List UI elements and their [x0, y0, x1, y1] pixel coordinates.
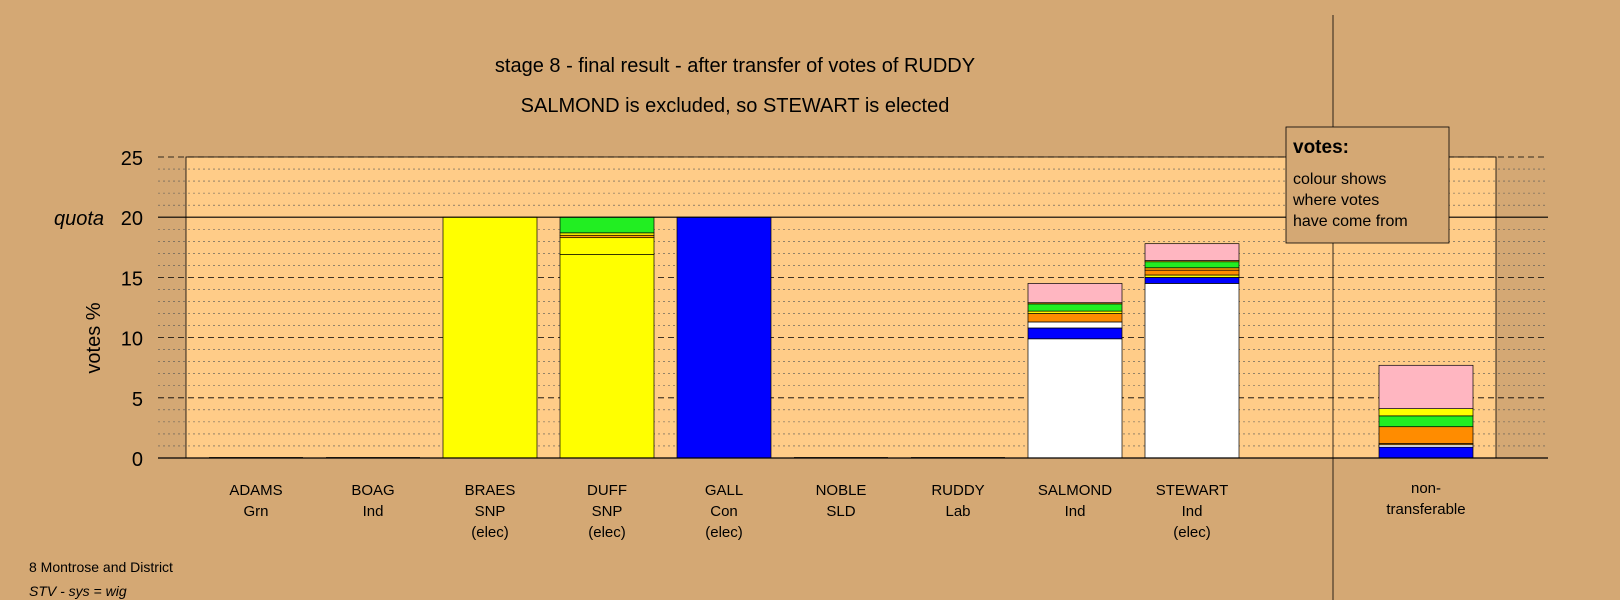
y-axis-label: votes %	[83, 302, 105, 373]
candidate-label-salmond-1: Ind	[1065, 503, 1086, 520]
bar-segment-stewart-3	[1144, 269, 1240, 276]
bar-segment-salmond-2	[1027, 321, 1123, 329]
footer-system: STV - sys = wig	[29, 583, 127, 599]
candidate-label-braes-0: BRAES	[465, 482, 516, 499]
y-tick-label-10: 10	[121, 329, 143, 351]
plot-area-left-margin	[158, 157, 186, 458]
bar-segment-nontransferable-1	[1378, 444, 1474, 448]
bar-segment-duff-1	[559, 237, 655, 255]
candidate-label-braes-1: SNP	[475, 503, 506, 520]
bar-segment-stewart-1	[1144, 277, 1240, 284]
candidate-label-adams-1: Grn	[243, 503, 268, 520]
legend-box	[1285, 126, 1450, 244]
legend-line-3: have come from	[1293, 213, 1408, 230]
bar-segment-salmond-3	[1027, 313, 1123, 323]
nontransferable-label-0: non-	[1411, 480, 1441, 497]
candidate-label-salmond-0: SALMOND	[1038, 482, 1112, 499]
plot-area-right-margin	[1496, 157, 1548, 458]
candidate-label-stewart-1: Ind	[1182, 503, 1203, 520]
candidate-label-ruddy-0: RUDDY	[931, 482, 984, 499]
bar-segment-nontransferable-3	[1378, 426, 1474, 444]
candidate-label-ruddy-1: Lab	[945, 503, 970, 520]
candidate-label-gall-2: (elec)	[705, 524, 743, 541]
bars	[209, 216, 1474, 459]
bar-segment-stewart-7	[1144, 243, 1240, 261]
candidate-label-adams-0: ADAMS	[229, 482, 282, 499]
bar-segment-stewart-2	[1144, 274, 1240, 278]
bar-segment-stewart-5	[1144, 261, 1240, 269]
bar-segment-salmond-4	[1027, 310, 1123, 314]
candidate-label-duff-0: DUFF	[587, 482, 627, 499]
candidate-label-duff-2: (elec)	[588, 524, 626, 541]
bar-segment-stewart-0	[1144, 283, 1240, 459]
legend-line-1: colour shows	[1293, 171, 1386, 188]
candidate-label-boag-1: Ind	[363, 503, 384, 520]
grid-lines	[158, 156, 1548, 447]
legend: votes: colour shows where votes have com…	[1285, 126, 1450, 244]
bar-segment-nontransferable-0	[1378, 446, 1474, 459]
bar-segment-nontransferable-5	[1378, 408, 1474, 417]
candidate-label-stewart-2: (elec)	[1173, 524, 1211, 541]
legend-line-2: where votes	[1292, 192, 1379, 209]
bar-segment-nontransferable-6	[1378, 364, 1474, 409]
footer-area-name: 8 Montrose and District	[29, 559, 173, 575]
bar-segment-duff-4	[559, 216, 655, 234]
bar-segment-duff-3	[559, 232, 655, 236]
y-tick-label-25: 25	[121, 148, 143, 170]
candidate-label-gall-1: Con	[710, 503, 738, 520]
candidate-label-duff-1: SNP	[592, 503, 623, 520]
bar-segment-gall-0	[676, 216, 772, 459]
y-tick-label-15: 15	[121, 268, 143, 290]
candidate-label-gall-0: GALL	[705, 482, 743, 499]
y-tick-label-20: 20	[121, 208, 143, 230]
y-tick-label-0: 0	[132, 449, 143, 471]
bar-segment-stewart-4	[1144, 267, 1240, 271]
candidate-label-noble-0: NOBLE	[816, 482, 867, 499]
candidate-labels: ADAMS Grn BOAG Ind BRAES SNP (elec) DUFF SNP (ele…	[229, 480, 1465, 541]
legend-title: votes:	[1293, 137, 1349, 158]
bar-segment-duff-2	[559, 234, 655, 239]
chart-subtitle: SALMOND is excluded, so STEWART is elect…	[521, 95, 950, 117]
quota-label: quota	[54, 208, 104, 230]
y-tick-label-5: 5	[132, 389, 143, 411]
candidate-label-boag-0: BOAG	[351, 482, 394, 499]
chart-title: stage 8 - final result - after transfer …	[495, 55, 975, 77]
bar-segment-salmond-1	[1027, 327, 1123, 340]
bar-segment-salmond-0	[1027, 338, 1123, 459]
bar-segment-nontransferable-4	[1378, 415, 1474, 428]
bar-segment-salmond-5	[1027, 303, 1123, 312]
bar-segment-duff-0	[559, 254, 655, 459]
bar-segment-braes-0	[442, 216, 538, 459]
candidate-label-noble-1: SLD	[826, 503, 855, 520]
candidate-label-stewart-0: STEWART	[1156, 482, 1229, 499]
nontransferable-label-1: transferable	[1386, 501, 1465, 518]
bar-segment-salmond-7	[1027, 283, 1123, 304]
candidate-label-braes-2: (elec)	[471, 524, 509, 541]
